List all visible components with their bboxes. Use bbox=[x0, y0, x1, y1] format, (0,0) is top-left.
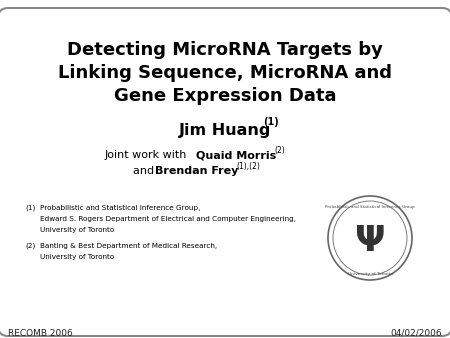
Text: Ψ: Ψ bbox=[355, 224, 385, 258]
Text: Joint work with: Joint work with bbox=[105, 150, 191, 160]
Text: (1): (1) bbox=[263, 117, 279, 127]
FancyBboxPatch shape bbox=[0, 8, 450, 336]
Text: University of Toronto: University of Toronto bbox=[40, 254, 114, 260]
Text: Probabilistic and Statistical Inference Group,: Probabilistic and Statistical Inference … bbox=[40, 205, 200, 211]
Text: (2): (2) bbox=[25, 243, 35, 249]
Text: (1): (1) bbox=[25, 205, 35, 211]
Text: University of Toronto: University of Toronto bbox=[347, 272, 392, 276]
Text: Detecting MicroRNA Targets by: Detecting MicroRNA Targets by bbox=[67, 41, 383, 59]
Text: Edward S. Rogers Department of Electrical and Computer Engineering,: Edward S. Rogers Department of Electrica… bbox=[40, 216, 296, 222]
Text: Jim Huang: Jim Huang bbox=[179, 122, 271, 138]
Text: RECOMB 2006: RECOMB 2006 bbox=[8, 329, 73, 338]
Text: Linking Sequence, MicroRNA and: Linking Sequence, MicroRNA and bbox=[58, 64, 392, 82]
Text: 04/02/2006: 04/02/2006 bbox=[391, 329, 442, 338]
Text: Probabilistic and Statistical Inference Group: Probabilistic and Statistical Inference … bbox=[325, 205, 415, 209]
Text: Gene Expression Data: Gene Expression Data bbox=[114, 87, 336, 105]
Text: (2): (2) bbox=[274, 145, 285, 154]
Text: University of Toronto: University of Toronto bbox=[40, 227, 114, 233]
Text: Quaid Morris: Quaid Morris bbox=[196, 150, 276, 160]
Text: and: and bbox=[133, 166, 158, 176]
Text: (1),(2): (1),(2) bbox=[236, 162, 260, 170]
Text: Brendan Frey: Brendan Frey bbox=[155, 166, 238, 176]
Text: Banting & Best Department of Medical Research,: Banting & Best Department of Medical Res… bbox=[40, 243, 217, 249]
